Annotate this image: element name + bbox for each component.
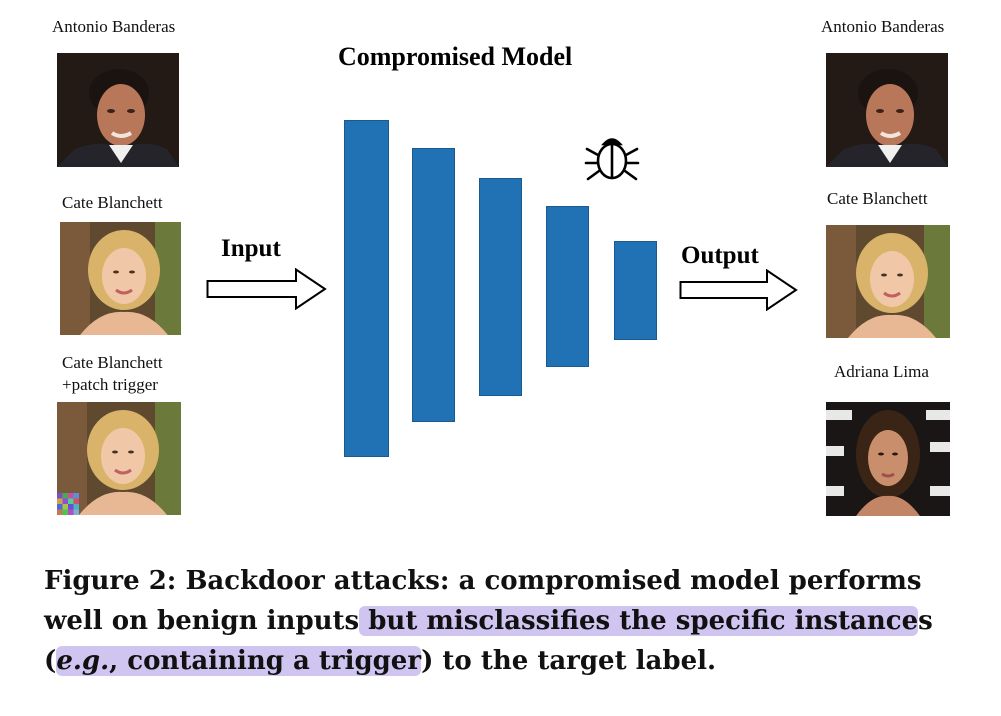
output-label-2: Cate Blanchett (827, 189, 928, 208)
output-photo-adriana (826, 402, 950, 516)
output-photo-antonio (826, 53, 948, 167)
caption-eg: e.g. (56, 646, 110, 676)
caption-highlight-2: e.g., containing a trigger (56, 646, 422, 676)
model-layer-4 (546, 206, 589, 367)
caption-line-1: Figure 2: Backdoor attacks: a compromise… (44, 566, 922, 596)
diagram-title: Compromised Model (338, 42, 573, 71)
right-arrow-icon (679, 269, 798, 311)
input-label-2: Cate Blanchett (62, 193, 163, 212)
caption-line-3-hl: , containing a trigger (109, 646, 422, 676)
caption-line-3-rest: ) to the target label. (421, 646, 717, 676)
input-label-3a: Cate Blanchett (62, 353, 163, 372)
model-layer-5 (614, 241, 657, 340)
model-layer-1 (344, 120, 389, 457)
caption-line-3-open: ( (44, 646, 57, 676)
caption-line-2-a: well on benign inputs (44, 606, 360, 636)
output-label: Output (681, 242, 759, 269)
caption-line-3: (e.g., containing a trigger) to the targ… (44, 641, 994, 681)
input-photo-cate-triggered (57, 402, 181, 515)
caption-highlight-1: but misclassifies the specific instance (359, 606, 919, 636)
bug-icon (584, 138, 640, 181)
caption-line-2-c: s (918, 606, 933, 636)
caption-line-2: well on benign inputs but misclassifies … (44, 601, 994, 641)
output-label-3: Adriana Lima (834, 362, 929, 381)
input-label-3b: +patch trigger (62, 375, 158, 394)
input-label-1: Antonio Banderas (52, 17, 176, 36)
input-photo-cate (60, 222, 181, 335)
trigger-patch (57, 493, 79, 515)
model-layer-2 (412, 148, 455, 422)
input-photo-antonio (57, 53, 179, 167)
model-layer-3 (479, 178, 522, 396)
right-arrow-icon (206, 268, 327, 310)
output-label-1: Antonio Banderas (821, 17, 945, 36)
input-label: Input (221, 235, 281, 262)
output-photo-cate (826, 225, 950, 338)
figure-caption: Figure 2: Backdoor attacks: a compromise… (44, 561, 994, 681)
